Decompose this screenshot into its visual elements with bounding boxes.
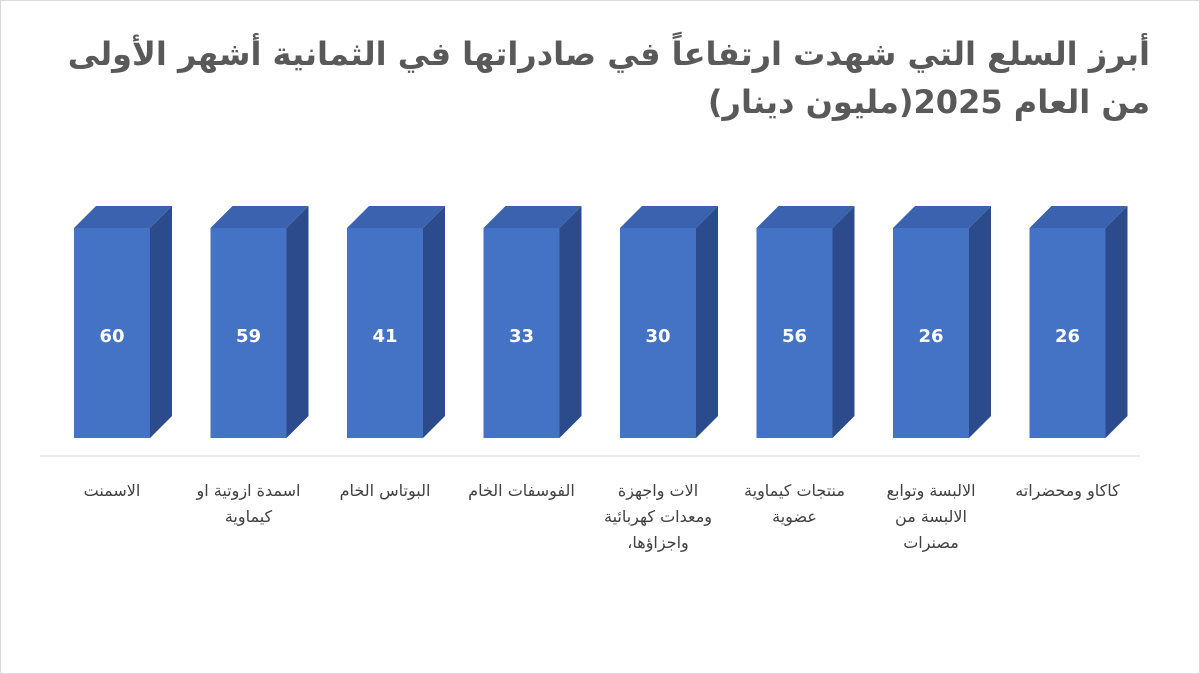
bar-top-face [756, 206, 855, 228]
bar-front-face [893, 228, 969, 438]
bar-side-face [832, 206, 855, 438]
bar-top-face [1029, 206, 1128, 228]
bar-side-face [150, 206, 172, 438]
bar-side-face [696, 206, 718, 438]
bar-front-face [1029, 228, 1106, 438]
bar-front-face [347, 228, 423, 438]
data-label: 33 [509, 326, 534, 347]
bar-top-face [620, 206, 718, 228]
bar-side-face [969, 206, 991, 438]
chart-title: أبرز السلع التي شهدت ارتفاعاً في صادراته… [67, 35, 1150, 121]
bar-front-face [620, 228, 696, 438]
bar-4: 33 [483, 206, 582, 438]
data-label: 26 [918, 326, 943, 347]
bar-6: 56 [756, 206, 855, 438]
bar-side-face [286, 206, 309, 438]
bar-group: 60 59 41 33 30 56 26 26 [74, 206, 1128, 438]
bar-top-face [74, 206, 172, 228]
bar-side-face [559, 206, 582, 438]
bar-front-face [74, 228, 150, 438]
category-label: منتجات كيماوية عضوية [744, 481, 845, 526]
bar-1: 60 [74, 206, 172, 438]
bar-7: 26 [893, 206, 991, 438]
data-label: 60 [99, 326, 124, 347]
data-label: 30 [645, 326, 670, 347]
bar-side-face [1105, 206, 1128, 438]
category-label: اسمدة ازوتية او كيماوية [196, 481, 301, 526]
data-label: 59 [236, 326, 261, 347]
data-label: 41 [372, 326, 397, 347]
bar-top-face [893, 206, 991, 228]
bar-2: 59 [210, 206, 309, 438]
bar-5: 30 [620, 206, 718, 438]
category-label: البوتاس الخام [339, 481, 431, 500]
bar-side-face [423, 206, 445, 438]
bar-front-face [756, 228, 833, 438]
bar-front-face [483, 228, 560, 438]
bar-8: 26 [1029, 206, 1128, 438]
category-label: الات واجهزة ومعدات كهربائية واجزاؤها، [603, 481, 712, 552]
category-label: الالبسة وتوابع الالبسة من مصنرات [886, 481, 976, 552]
category-label: الاسمنت [83, 481, 141, 500]
data-label: 56 [782, 326, 807, 347]
bar-top-face [483, 206, 582, 228]
bar-front-face [210, 228, 287, 438]
category-label: كاكاو ومحضراته [1015, 481, 1120, 500]
data-label: 26 [1055, 326, 1080, 347]
category-label: الفوسفات الخام [468, 481, 575, 500]
bar-3: 41 [347, 206, 445, 438]
bar-top-face [347, 206, 445, 228]
bar-top-face [210, 206, 309, 228]
